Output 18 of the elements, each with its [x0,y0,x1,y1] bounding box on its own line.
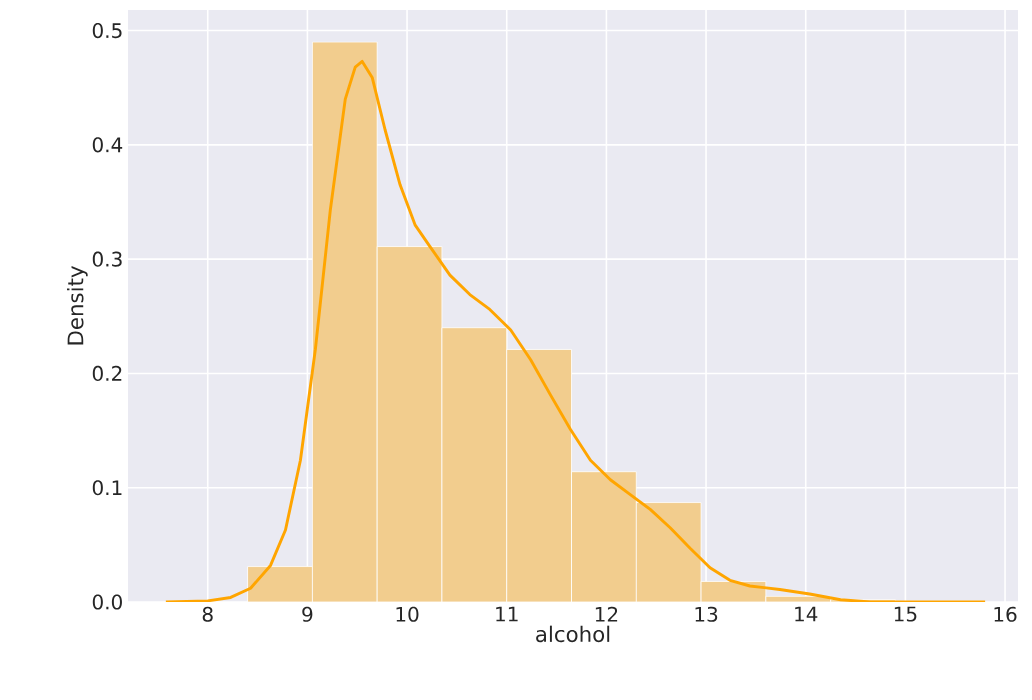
x-tick-label: 10 [396,606,419,622]
x-tick-label: 12 [595,606,618,622]
x-tick-label: 11 [496,606,518,622]
x-axis-title: alcohol [536,625,610,643]
line-series [164,59,987,602]
y-tick-label: 0.2 [92,365,122,381]
x-tick-label: 15 [894,606,917,622]
x-tick-label: 8 [202,606,213,622]
x-tick-label: 16 [994,606,1017,622]
y-tick-label: 0.5 [92,23,122,39]
y-tick-label: 0.0 [92,594,122,610]
y-tick-label: 0.3 [92,251,122,267]
y-tick-label: 0.1 [92,480,122,496]
y-tick-label: 0.4 [92,137,123,153]
x-tick-label: 14 [795,606,818,622]
x-tick-label: 13 [695,606,718,622]
x-tick-label: 9 [302,606,313,622]
y-axis-title: Density [67,266,88,345]
